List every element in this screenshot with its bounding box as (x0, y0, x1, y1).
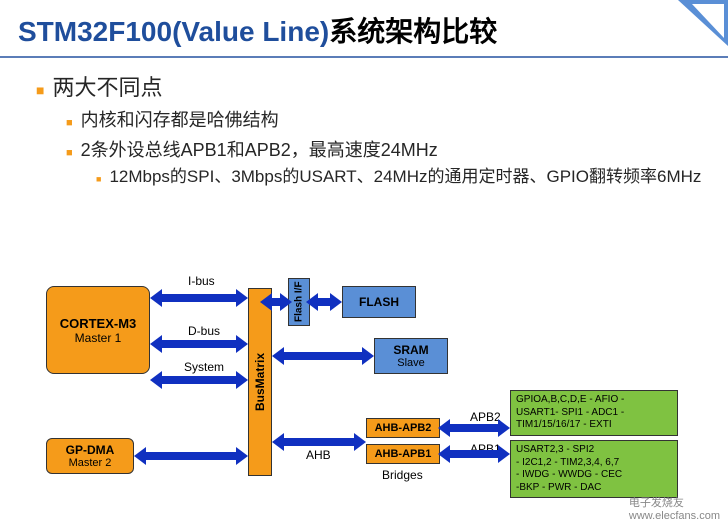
arrow-sram (284, 352, 362, 360)
label-apb2: APB2 (470, 410, 501, 424)
bullet-icon: ■ (36, 82, 44, 98)
watermark: 电子发烧友 www.elecfans.com (629, 494, 720, 522)
arrow-ahb (284, 438, 354, 446)
block-busmatrix: BusMatrix (248, 288, 272, 476)
bullet-icon: ■ (96, 174, 101, 184)
block-apb2-peripherals: GPIOA,B,C,D,E - AFIO - USART1- SPI1 - AD… (510, 390, 678, 436)
architecture-diagram: CORTEX-M3 Master 1 GP-DMA Master 2 BusMa… (30, 268, 720, 518)
block-gp-dma: GP-DMA Master 2 (46, 438, 134, 474)
bullet-level1: ■两大不同点 (36, 70, 708, 102)
arrow-ibus (162, 294, 236, 302)
bullet-icon: ■ (66, 147, 73, 159)
title-product: STM32F100(Value Line) (18, 16, 329, 47)
arrow-system (162, 376, 236, 384)
label-dbus: D-bus (188, 324, 220, 338)
block-flash: FLASH (342, 286, 416, 318)
arrow-apb2 (450, 424, 498, 432)
bullet-level2: ■内核和闪存都是哈佛结构 (66, 106, 708, 132)
arrow-apb1 (450, 450, 498, 458)
label-ahb: AHB (306, 448, 331, 462)
block-sram: SRAM Slave (374, 338, 448, 374)
block-apb1-peripherals: USART2,3 - SPI2 - I2C1,2 - TIM2,3,4, 6,7… (510, 440, 678, 498)
label-system: System (184, 360, 224, 374)
bullet-level3: ■12Mbps的SPI、3Mbps的USART、24MHz的通用定时器、GPIO… (96, 166, 708, 189)
label-bridges: Bridges (382, 468, 423, 482)
arrow-dbus (162, 340, 236, 348)
bullet-level2: ■2条外设总线APB1和APB2，最高速度24MHz (66, 136, 708, 162)
page-title: STM32F100(Value Line)系统架构比较 (0, 0, 728, 58)
block-cortex-m3: CORTEX-M3 Master 1 (46, 286, 150, 374)
title-suffix: 系统架构比较 (329, 16, 497, 47)
bullet-list: ■两大不同点 ■内核和闪存都是哈佛结构 ■2条外设总线APB1和APB2，最高速… (0, 58, 728, 189)
bullet-icon: ■ (66, 117, 73, 129)
arrow-to-flashif (272, 298, 280, 306)
label-ibus: I-bus (188, 274, 215, 288)
block-ahb-apb1: AHB-APB1 (366, 444, 440, 464)
arrow-gpdma (146, 452, 236, 460)
brand-logo (678, 0, 728, 46)
arrow-flashif-flash (318, 298, 330, 306)
block-ahb-apb2: AHB-APB2 (366, 418, 440, 438)
